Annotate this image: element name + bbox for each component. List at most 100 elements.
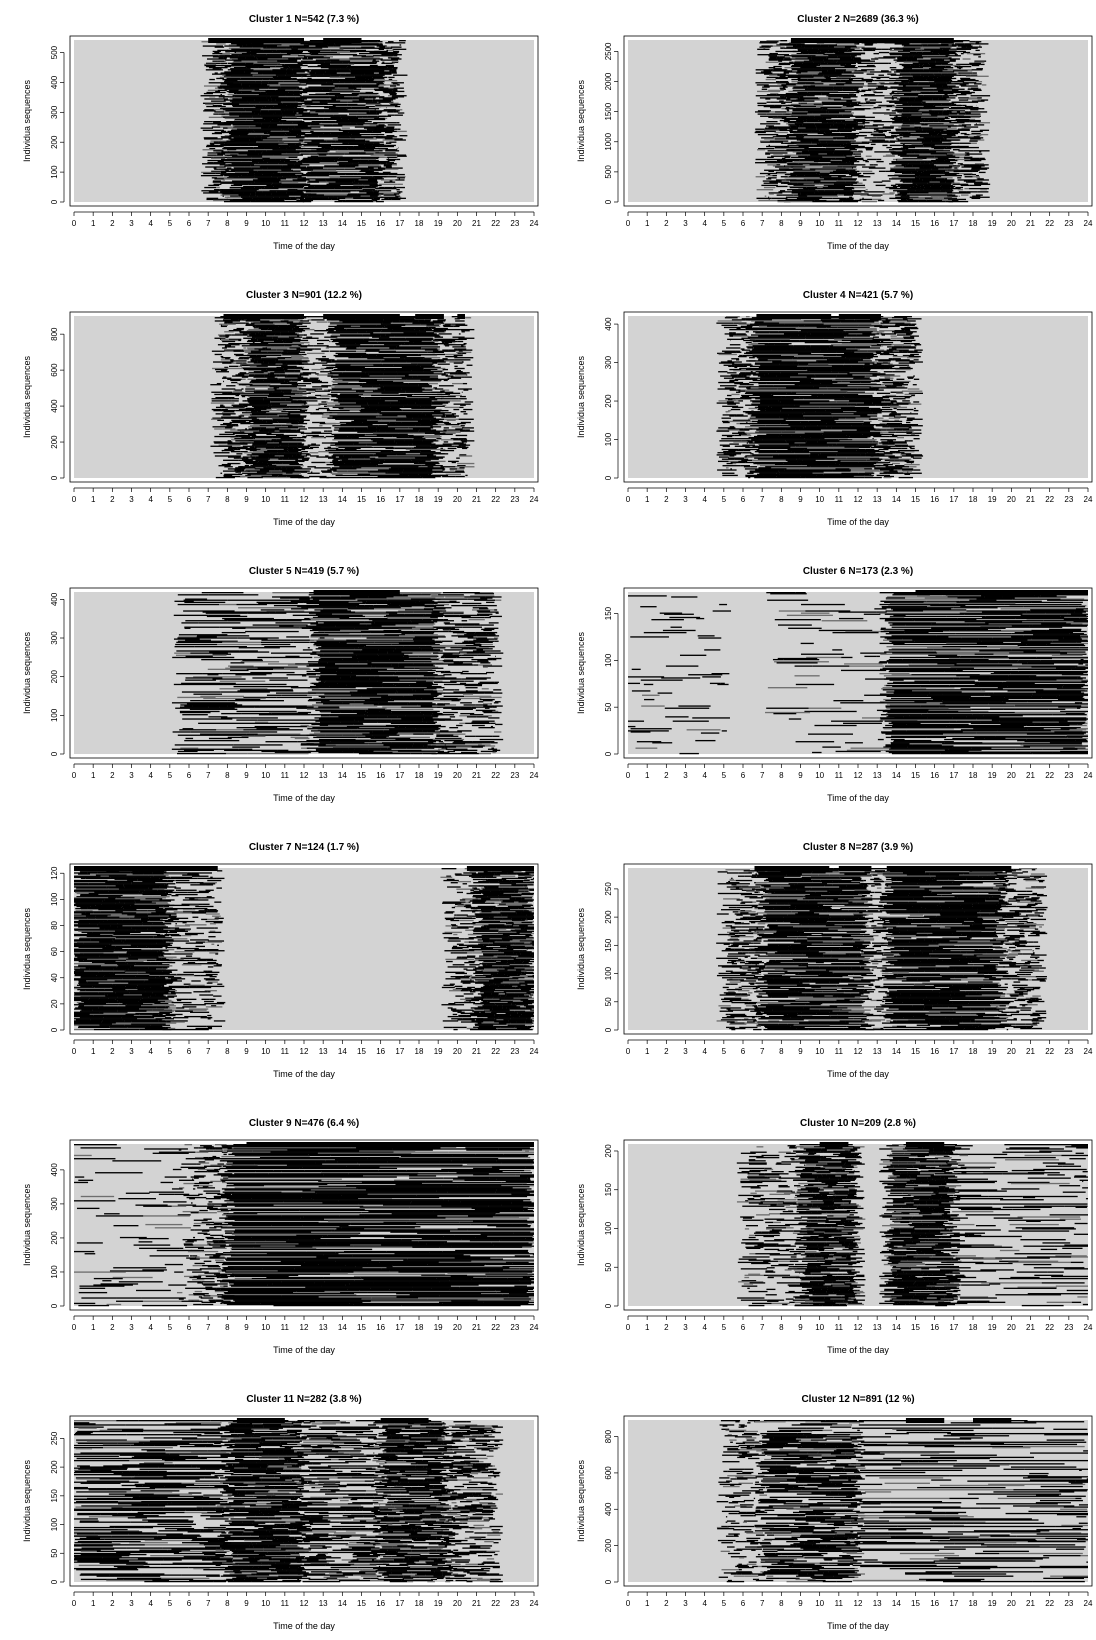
sequence-segment: [787, 75, 823, 77]
sequence-segment: [380, 179, 396, 181]
sequence-segment: [309, 72, 316, 74]
sequence-segment: [325, 455, 329, 457]
sequence-segment: [268, 366, 277, 369]
sequence-segment: [225, 336, 229, 338]
sequence-segment: [298, 426, 306, 428]
sequence-segment: [360, 325, 385, 328]
sequence-segment: [820, 64, 841, 67]
sequence-segment: [219, 126, 234, 128]
sequence-segment: [301, 69, 312, 71]
sequence-segment: [321, 401, 327, 403]
sequence-segment: [971, 130, 983, 133]
sequence-segment: [289, 159, 302, 162]
sequence-segment: [972, 170, 979, 173]
sequence-segment: [796, 52, 803, 55]
sequence-segment: [798, 127, 806, 129]
sequence-segment: [368, 340, 410, 343]
sequence-segment: [379, 429, 420, 431]
sequence-segment: [220, 62, 228, 65]
sequence-segment: [337, 160, 348, 163]
sequence-segment: [755, 72, 773, 74]
sequence-segment: [775, 171, 787, 174]
sequence-segment: [369, 406, 391, 409]
sequence-segment: [963, 156, 973, 158]
sequence-segment: [354, 71, 386, 73]
sequence-segment: [232, 95, 257, 97]
sequence-segment: [910, 50, 924, 53]
sequence-segment: [445, 401, 450, 403]
sequence-segment: [385, 334, 397, 336]
sequence-segment: [292, 46, 308, 48]
sequence-segment: [780, 190, 786, 192]
sequence-segment: [217, 60, 225, 62]
sequence-segment: [945, 191, 953, 193]
sequence-segment: [458, 337, 475, 339]
sequence-segment: [890, 152, 915, 154]
sequence-segment: [366, 173, 380, 176]
sequence-segment: [266, 347, 290, 349]
sequence-segment: [291, 177, 298, 179]
sequence-segment: [331, 333, 371, 335]
sequence-segment: [397, 183, 403, 185]
sequence-segment: [324, 148, 334, 150]
sequence-segment: [948, 54, 950, 56]
sequence-segment: [363, 200, 374, 203]
sequence-segment: [226, 157, 263, 160]
sequence-segment: [353, 145, 380, 148]
sequence-segment: [362, 116, 380, 119]
sequence-segment: [790, 180, 821, 182]
sequence-segment: [824, 61, 837, 63]
sequence-segment: [269, 429, 297, 431]
sequence-segment: [819, 113, 830, 115]
sequence-segment: [389, 70, 397, 72]
sequence-segment: [909, 79, 935, 82]
sequence-segment: [337, 413, 380, 415]
sequence-segment: [318, 388, 323, 390]
sequence-segment: [201, 190, 224, 192]
sequence-segment: [791, 114, 821, 116]
sequence-segment: [294, 453, 300, 455]
sequence-segment: [225, 74, 253, 76]
sequence-segment: [379, 84, 398, 86]
sequence-segment: [262, 70, 272, 72]
sequence-segment: [358, 117, 388, 120]
sequence-segment: [778, 95, 781, 97]
sequence-segment: [243, 108, 271, 110]
sequence-segment: [809, 162, 819, 164]
sequence-segment: [361, 46, 375, 48]
sequence-segment: [353, 443, 367, 445]
sequence-segment: [371, 95, 380, 97]
sequence-segment: [768, 192, 771, 194]
sequence-segment: [252, 405, 269, 407]
sequence-segment: [434, 338, 449, 341]
sequence-segment: [772, 165, 785, 167]
sequence-segment: [776, 57, 791, 59]
sequence-segment: [254, 56, 283, 58]
y-tick-label: 0: [50, 199, 59, 204]
sequence-segment: [396, 186, 405, 189]
sequence-segment: [766, 94, 768, 96]
sequence-segment: [843, 72, 864, 74]
sequence-segment: [464, 346, 466, 348]
sequence-segment: [269, 78, 292, 81]
sequence-segment: [223, 376, 227, 378]
sequence-segment: [804, 136, 829, 138]
sequence-segment: [328, 389, 375, 391]
sequence-segment: [249, 171, 278, 174]
sequence-segment: [250, 54, 267, 56]
sequence-segment: [225, 51, 230, 54]
sequence-segment: [905, 124, 922, 126]
sequence-segment: [277, 88, 302, 90]
sequence-segment: [395, 422, 436, 425]
sequence-segment: [324, 131, 349, 134]
sequence-segment: [946, 133, 956, 136]
sequence-segment: [335, 352, 367, 355]
sequence-segment: [328, 448, 337, 451]
sequence-segment: [279, 430, 301, 432]
sequence-segment: [905, 165, 913, 167]
sequence-segment: [969, 169, 980, 171]
sequence-segment: [455, 434, 468, 437]
sequence-segment: [783, 119, 790, 122]
sequence-segment: [846, 155, 858, 157]
sequence-segment: [372, 59, 376, 61]
